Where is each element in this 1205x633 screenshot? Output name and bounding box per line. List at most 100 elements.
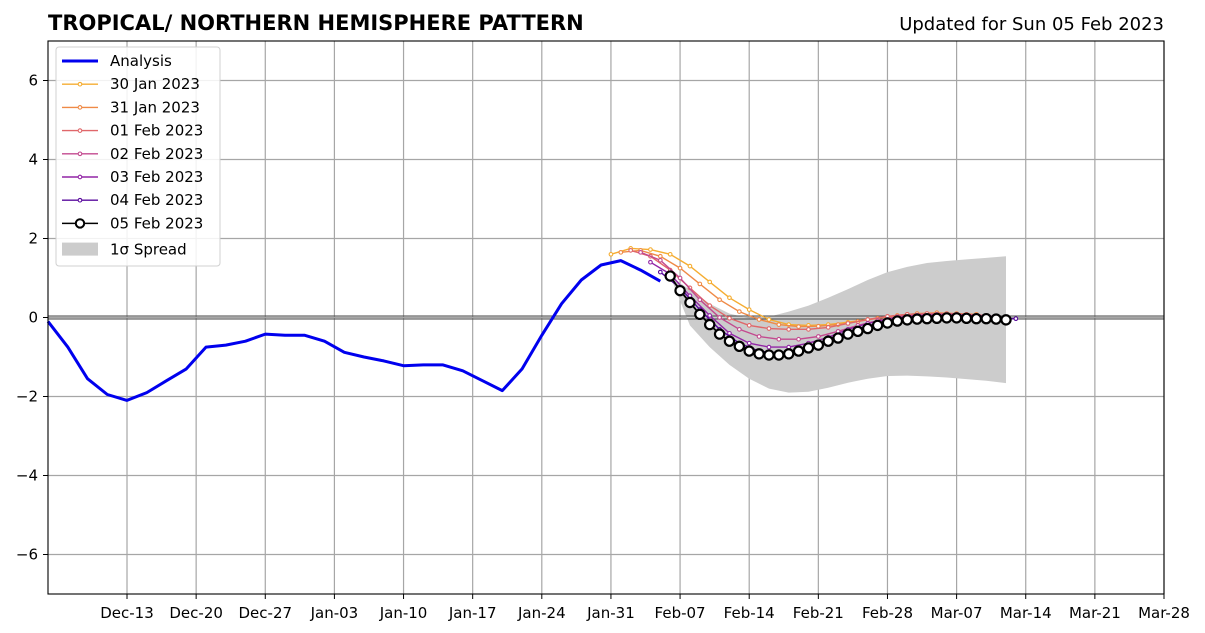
forecast-point xyxy=(776,322,782,327)
forecast-point xyxy=(727,295,732,301)
forecast-point xyxy=(842,328,854,340)
forecast-point xyxy=(783,348,795,360)
forecast-point xyxy=(756,317,762,322)
forecast-point xyxy=(638,249,643,255)
x-tick-label: Jan-31 xyxy=(586,604,635,622)
y-tick-label: 6 xyxy=(28,72,38,90)
legend-marker xyxy=(77,174,83,180)
legend-box xyxy=(55,46,221,267)
forecast-point xyxy=(746,340,752,346)
forecast-point xyxy=(763,349,775,361)
forecast-point xyxy=(891,315,904,327)
forecast-point xyxy=(667,251,673,257)
legend-label: 01 Feb 2023 xyxy=(110,122,203,140)
y-tick-label: 2 xyxy=(28,230,38,248)
forecast-point xyxy=(766,326,772,331)
forecast-point xyxy=(756,334,762,339)
forecast-point xyxy=(707,313,713,318)
forecast-point xyxy=(990,313,1002,325)
x-tick-label: Mar-21 xyxy=(1069,604,1121,622)
forecast-point xyxy=(960,312,973,324)
forecast-point xyxy=(931,312,943,324)
x-tick-label: Dec-27 xyxy=(239,604,293,622)
forecast-point xyxy=(717,297,722,303)
legend-marker xyxy=(77,151,83,157)
forecast-point xyxy=(687,263,693,269)
forecast-point xyxy=(773,349,785,361)
legend-label: 31 Jan 2023 xyxy=(110,98,200,116)
forecast-point xyxy=(970,312,983,325)
forecast-point xyxy=(657,269,663,275)
forecast-point xyxy=(901,314,913,326)
forecast-point xyxy=(736,309,742,314)
x-tick-label: Feb-28 xyxy=(862,604,913,622)
forecast-point xyxy=(743,345,755,357)
x-tick-label: Dec-13 xyxy=(100,604,154,622)
legend-marker xyxy=(77,105,83,110)
forecast-point xyxy=(677,275,683,281)
forecast-point xyxy=(802,342,815,354)
series-layer xyxy=(46,246,1019,402)
x-tick-label: Jan-10 xyxy=(379,604,428,622)
forecast-point xyxy=(674,284,686,297)
forecast-point xyxy=(657,257,663,263)
forecast-point xyxy=(727,330,732,336)
forecast-point xyxy=(618,249,624,255)
forecast-point xyxy=(845,321,851,326)
tick-labels: Dec-13 Dec-20 Dec-27 Jan-03 Jan-10 Jan-17 Jan-… xyxy=(16,72,1190,623)
forecast-point xyxy=(707,279,713,285)
forecast-point xyxy=(822,335,834,347)
forecast-point xyxy=(628,248,634,253)
forecast-point xyxy=(736,327,742,332)
x-tick-label: Dec-20 xyxy=(169,604,223,622)
x-tick-label: Feb-14 xyxy=(724,604,775,622)
forecast-point xyxy=(881,317,894,329)
legend-marker xyxy=(77,128,83,133)
forecast-point xyxy=(852,325,864,338)
x-tick-label: Jan-24 xyxy=(517,604,566,622)
forecast-point xyxy=(608,251,614,257)
legend-label: 1σ Spread xyxy=(110,241,187,259)
forecast-point xyxy=(792,345,805,357)
y-tick-label: 4 xyxy=(28,151,38,169)
forecast-point xyxy=(766,344,772,350)
forecast-point xyxy=(648,259,653,265)
forecast-point xyxy=(723,335,736,347)
y-tick-label: 0 xyxy=(28,309,38,327)
forecast-point xyxy=(677,265,683,271)
legend-label: Analysis xyxy=(110,52,172,70)
forecast-point xyxy=(815,323,821,329)
forecast-point xyxy=(921,312,933,325)
legend-marker xyxy=(77,197,83,203)
legend-label: 02 Feb 2023 xyxy=(110,145,203,163)
forecast-point xyxy=(776,336,782,342)
forecast-point xyxy=(806,327,811,332)
legend-label: 05 Feb 2023 xyxy=(110,214,203,232)
forecast-point xyxy=(1000,314,1012,326)
x-tick-label: Mar-14 xyxy=(1000,604,1052,622)
analysis-line xyxy=(46,259,662,402)
forecast-point xyxy=(697,281,703,287)
y-tick-label: −2 xyxy=(16,388,38,406)
forecast-point xyxy=(746,323,752,328)
x-tick-label: Jan-17 xyxy=(448,604,497,622)
forecast-point xyxy=(1013,316,1019,322)
forecast-point xyxy=(980,312,992,325)
forecast-point xyxy=(727,315,732,321)
forecast-point xyxy=(717,315,722,320)
forecast-point xyxy=(941,312,953,324)
forecast-point xyxy=(786,327,792,332)
legend-label: 03 Feb 2023 xyxy=(110,168,203,186)
chart-title: TROPICAL/ NORTHERN HEMISPHERE PATTERN xyxy=(48,11,584,35)
x-tick-label: Jan-03 xyxy=(310,604,359,622)
legend-swatch xyxy=(62,242,98,256)
forecast-point xyxy=(703,318,716,331)
axes-frame xyxy=(43,40,1165,599)
forecast-point xyxy=(796,336,801,342)
forecast-point xyxy=(664,270,676,282)
forecast-point xyxy=(753,348,765,360)
forecast-point xyxy=(766,317,772,322)
legend-marker xyxy=(74,218,86,229)
forecast-point xyxy=(832,332,844,344)
forecast-point xyxy=(707,303,713,309)
